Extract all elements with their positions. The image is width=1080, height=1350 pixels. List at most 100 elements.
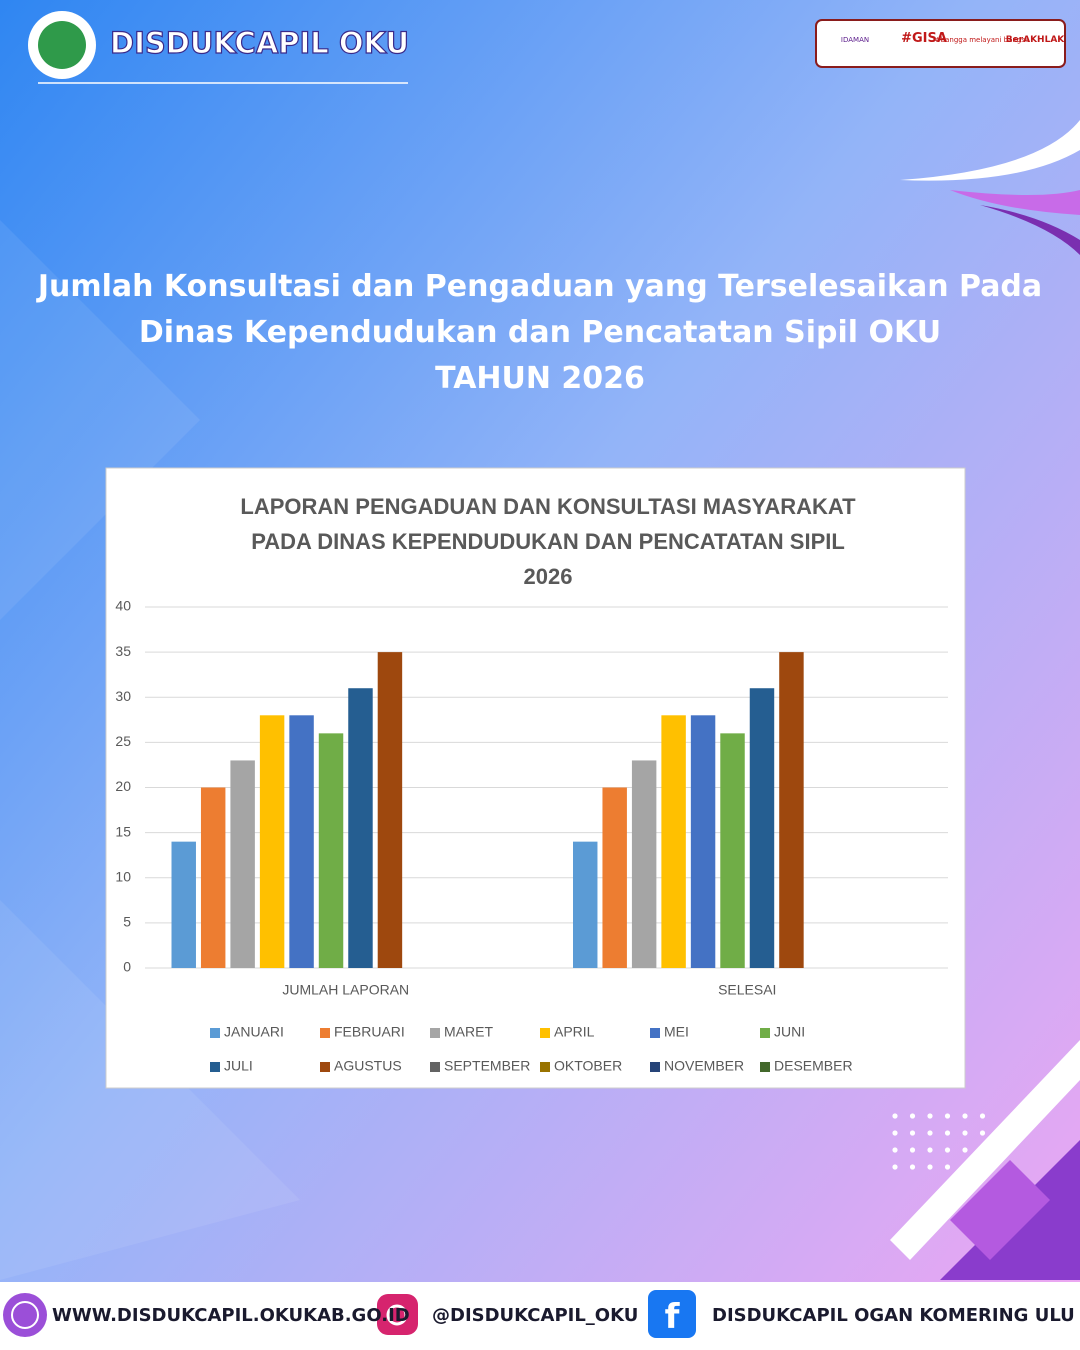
dot xyxy=(944,1164,951,1170)
y-tick-label: 30 xyxy=(115,688,131,704)
dot xyxy=(962,1164,968,1170)
bar xyxy=(749,688,775,968)
bar xyxy=(230,760,255,968)
legend-label: OKTOBER xyxy=(554,1058,622,1074)
globe-icon xyxy=(11,1301,39,1329)
legend-label: FEBRUARI xyxy=(334,1024,405,1040)
headline-line: Jumlah Konsultasi dan Pengaduan yang Ter… xyxy=(36,269,1042,304)
legend-label: JULI xyxy=(224,1058,253,1074)
legend-label: MEI xyxy=(664,1024,689,1040)
badge: #GISA xyxy=(901,31,947,46)
dot-grid xyxy=(892,1113,986,1170)
facebook-icon xyxy=(648,1290,696,1338)
decor xyxy=(980,205,1080,255)
chart-title: PADA DINAS KEPENDUDUKAN DAN PENCATATAN S… xyxy=(251,529,845,554)
legend-swatch xyxy=(650,1062,660,1072)
chart-title: 2026 xyxy=(524,564,573,589)
legend-swatch xyxy=(540,1028,550,1038)
dot xyxy=(962,1130,968,1136)
bar xyxy=(631,760,657,968)
decor xyxy=(950,1160,1050,1260)
dot xyxy=(927,1164,933,1170)
bar xyxy=(171,841,196,968)
legend-label: AGUSTUS xyxy=(334,1058,402,1074)
globe-icon xyxy=(3,1293,47,1337)
legend-swatch xyxy=(540,1062,550,1072)
instagram: @DISDUKCAPIL_OKU xyxy=(432,1305,638,1326)
badge: BerAKHLAK xyxy=(1006,35,1066,45)
headline-line: TAHUN 2026 xyxy=(435,361,645,396)
dot xyxy=(909,1130,916,1136)
legend-swatch xyxy=(760,1062,770,1072)
dot xyxy=(909,1164,916,1170)
legend-label: MARET xyxy=(444,1024,493,1040)
dot xyxy=(927,1113,933,1119)
legend-swatch xyxy=(320,1062,330,1072)
legend-label: DESEMBER xyxy=(774,1058,853,1074)
y-tick-label: 15 xyxy=(115,823,131,839)
y-tick-label: 5 xyxy=(123,914,131,930)
headline-line: Dinas Kependudukan dan Pencatatan Sipil … xyxy=(139,315,941,350)
decor xyxy=(0,900,300,1280)
brand: DISDUKCAPIL OKU xyxy=(110,26,409,60)
dot xyxy=(944,1130,951,1136)
facebook-icon: f xyxy=(665,1297,681,1337)
logo xyxy=(38,21,86,69)
facebook: DISDUKCAPIL OGAN KOMERING ULU xyxy=(712,1305,1075,1326)
legend-label: JANUARI xyxy=(224,1024,284,1040)
legend-swatch xyxy=(210,1062,220,1072)
dot xyxy=(979,1113,986,1119)
website: WWW.DISDUKCAPIL.OKUKAB.GO.ID xyxy=(52,1305,410,1326)
dot xyxy=(892,1130,898,1136)
instagram-icon xyxy=(386,1304,408,1326)
decor xyxy=(890,1040,1080,1260)
dot xyxy=(892,1113,898,1119)
bar xyxy=(289,715,314,968)
bar xyxy=(200,787,226,968)
legend-label: NOVEMBER xyxy=(664,1058,744,1074)
x-tick-label: SELESAI xyxy=(718,982,776,998)
y-tick-label: 0 xyxy=(123,959,131,975)
dot xyxy=(944,1147,951,1153)
legend-label: APRIL xyxy=(554,1024,595,1040)
decor xyxy=(950,190,1080,215)
dot xyxy=(909,1147,916,1153)
y-tick-label: 10 xyxy=(115,868,131,884)
decor xyxy=(0,220,200,620)
bar xyxy=(377,652,403,968)
decor xyxy=(900,120,1080,181)
legend-swatch xyxy=(430,1062,440,1072)
dot xyxy=(962,1147,968,1153)
legend-label: JUNI xyxy=(774,1024,805,1040)
legend-swatch xyxy=(320,1028,330,1038)
dot xyxy=(962,1113,968,1119)
bar xyxy=(602,787,627,968)
chart-title: LAPORAN PENGADUAN DAN KONSULTASI MASYARA… xyxy=(240,494,856,519)
y-tick-label: 35 xyxy=(115,643,131,659)
bar xyxy=(573,841,598,968)
y-tick-label: 40 xyxy=(115,598,131,614)
bar xyxy=(348,688,373,968)
dot xyxy=(892,1147,898,1153)
badge: #bangga melayani bangsa xyxy=(935,36,1029,44)
dot xyxy=(927,1147,933,1153)
legend-swatch xyxy=(430,1028,440,1038)
bar xyxy=(779,652,804,968)
legend-label: SEPTEMBER xyxy=(444,1058,530,1074)
bar xyxy=(690,715,716,968)
y-tick-label: 20 xyxy=(115,778,131,794)
legend-swatch xyxy=(210,1028,220,1038)
y-tick-label: 25 xyxy=(115,733,131,749)
dot xyxy=(944,1113,951,1119)
legend-swatch xyxy=(650,1028,660,1038)
bar xyxy=(318,733,344,968)
dot xyxy=(892,1164,898,1170)
instagram-icon xyxy=(377,1294,418,1335)
badge: IDAMAN xyxy=(841,36,869,44)
bar xyxy=(661,715,686,968)
dot xyxy=(909,1113,916,1119)
dot xyxy=(927,1130,933,1136)
dot xyxy=(979,1130,986,1136)
